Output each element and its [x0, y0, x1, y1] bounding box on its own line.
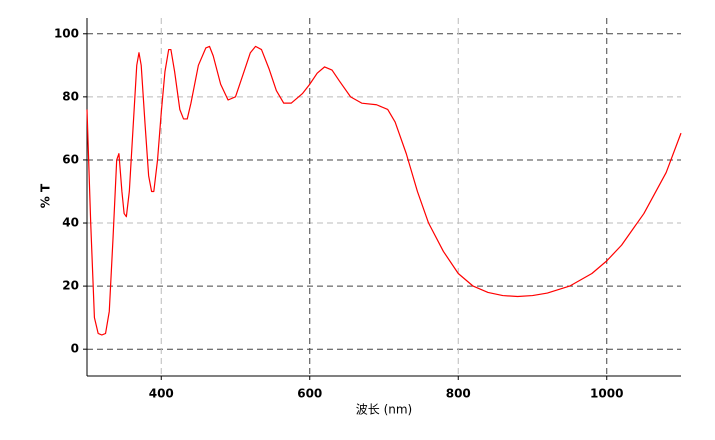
y-tick-label: 20	[62, 279, 79, 293]
x-tick-label: 400	[149, 387, 174, 401]
x-tick-label: 600	[297, 387, 322, 401]
x-tick-label: 1000	[590, 387, 623, 401]
y-tick-label: 100	[54, 26, 79, 40]
y-tick-label: 80	[62, 89, 79, 103]
data-line	[86, 45, 682, 336]
x-tick-label: 800	[446, 387, 471, 401]
y-tick-label: 60	[62, 152, 79, 166]
y-tick-label: 0	[71, 342, 79, 356]
y-axis-label: % T	[39, 183, 53, 208]
y-tick-label: 40	[62, 216, 79, 230]
x-axis-label: 波长 (nm)	[356, 403, 412, 417]
